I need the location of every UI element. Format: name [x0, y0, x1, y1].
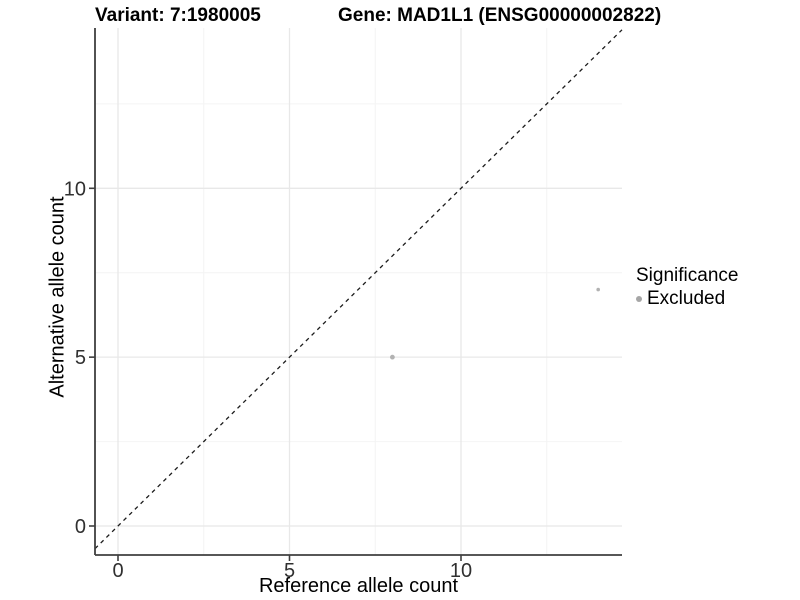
legend-item-excluded: Excluded: [636, 288, 738, 310]
legend: Significance Excluded: [636, 264, 738, 310]
y-tick-label: 10: [64, 178, 86, 200]
identity-reference-line-group: [94, 29, 623, 550]
plot-title-gene: Gene: MAD1L1 (ENSG00000002822): [338, 5, 662, 26]
x-axis-title: Reference allele count: [258, 575, 458, 597]
legend-key-dot-icon: [636, 296, 642, 302]
legend-title: Significance: [636, 265, 739, 286]
data-point: [390, 354, 395, 360]
data-point: [596, 287, 600, 292]
x-tick-label: 0: [112, 560, 123, 582]
y-tick-label: 0: [75, 516, 86, 538]
identity-line: [94, 29, 623, 550]
gridlines-major: [95, 28, 622, 555]
y-axis-title: Alternative allele count: [46, 196, 69, 398]
data-points-group: [390, 287, 600, 360]
y-tick-label: 5: [75, 347, 86, 369]
gridlines-minor: [95, 28, 622, 555]
plot-title-variant: Variant: 7:1980005: [95, 5, 261, 26]
x-tick-label: 5: [284, 560, 295, 582]
axes-group: 0 5 10 0 5 10: [64, 28, 622, 582]
x-tick-label: 10: [450, 560, 472, 582]
legend-item-label: Excluded: [647, 288, 726, 309]
